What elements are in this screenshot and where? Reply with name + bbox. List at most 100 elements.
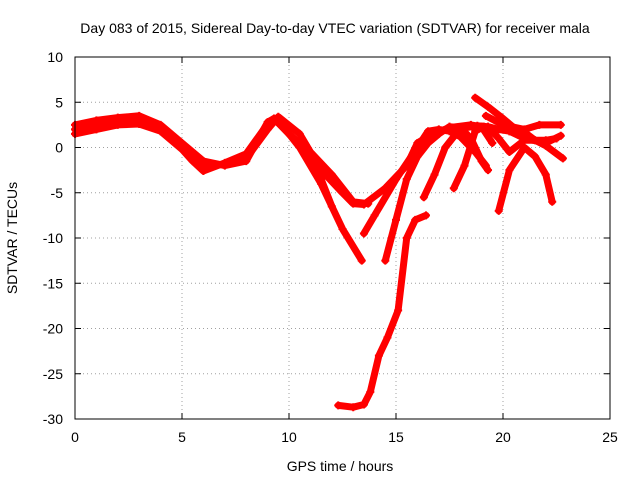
data-point-marker	[295, 138, 304, 147]
axis-ticks	[74, 56, 611, 420]
data-point-marker	[541, 170, 550, 179]
grid-lines	[75, 57, 610, 419]
data-point-marker	[220, 158, 229, 167]
data-point-marker	[494, 134, 503, 143]
data-point-marker	[359, 229, 368, 238]
data-point-marker	[541, 138, 550, 147]
data-point-marker	[113, 120, 122, 129]
data-point-marker	[392, 215, 400, 224]
data-point-marker	[413, 152, 422, 161]
data-point-marker	[338, 224, 347, 233]
data-point-marker	[402, 234, 411, 242]
data-point-marker	[479, 122, 488, 131]
data-point-marker	[392, 175, 400, 184]
data-point-marker	[270, 114, 279, 123]
data-point-marker	[556, 131, 565, 140]
data-point-marker	[263, 119, 272, 128]
tick-labels: 0 5 10 15 20 25 10 5 0 -5 -10 -15 -20 -25 -30	[43, 49, 618, 445]
data-point-marker	[349, 199, 358, 208]
data-point-marker	[531, 152, 540, 161]
data-point-marker	[488, 138, 497, 147]
series-track-7	[334, 211, 430, 411]
data-point-marker	[359, 200, 368, 209]
data-point-marker	[178, 145, 186, 154]
data-point-marker	[494, 125, 503, 134]
data-point-marker	[460, 161, 469, 170]
data-point-marker	[430, 170, 439, 179]
data-point-marker	[449, 184, 458, 193]
data-point-marker	[445, 122, 454, 131]
data-point-marker	[338, 188, 347, 197]
series-track-3	[71, 116, 366, 265]
data-point-marker	[188, 157, 197, 166]
data-point-marker	[419, 193, 428, 202]
y-tick-label: 10	[47, 49, 63, 65]
x-tick-label: 0	[71, 429, 79, 445]
data-point-marker	[402, 175, 411, 184]
data-point-marker	[394, 306, 403, 315]
data-point-marker	[285, 129, 293, 138]
chart-title: Day 083 of 2015, Sidereal Day-to-day VTE…	[80, 20, 590, 36]
data-point-marker	[92, 125, 101, 134]
y-axis-label: SDTVAR / TECUs	[4, 182, 20, 294]
data-point-marker	[535, 120, 544, 129]
data-point-marker	[499, 120, 507, 129]
y-tick-label: -20	[43, 321, 63, 337]
data-point-marker	[451, 129, 460, 138]
y-tick-label: 5	[55, 94, 63, 110]
x-tick-label: 25	[602, 429, 618, 445]
y-tick-label: -25	[43, 366, 63, 382]
data-point-marker	[383, 333, 392, 342]
data-point-marker	[317, 179, 326, 188]
data-point-marker	[548, 197, 557, 206]
y-tick-label: -15	[43, 275, 63, 291]
data-point-marker	[471, 93, 480, 102]
data-point-marker	[520, 125, 529, 134]
series-track-13	[505, 127, 565, 147]
x-tick-label: 20	[495, 429, 511, 445]
data-point-marker	[334, 401, 343, 410]
data-point-marker	[295, 129, 304, 138]
data-point-marker	[520, 134, 529, 143]
data-point-marker	[477, 157, 486, 166]
data-point-marker	[413, 143, 422, 152]
data-point-marker	[486, 125, 495, 134]
data-point-marker	[505, 148, 514, 157]
data-point-marker	[381, 256, 390, 265]
data-point-marker	[462, 123, 471, 132]
x-tick-label: 10	[281, 429, 297, 445]
data-point-marker	[135, 119, 144, 128]
data-point-marker	[481, 111, 490, 120]
data-point-marker	[374, 351, 383, 360]
data-point-marker	[349, 403, 358, 412]
data-point-marker	[411, 215, 420, 224]
data-point-marker	[558, 154, 567, 163]
data-point-marker	[424, 138, 433, 147]
data-series	[71, 93, 567, 412]
data-point-marker	[484, 102, 493, 111]
series-track-8	[420, 122, 522, 201]
y-tick-label: -5	[51, 185, 64, 201]
data-point-marker	[484, 166, 493, 175]
data-point-marker	[494, 206, 503, 215]
data-point-marker	[156, 127, 165, 136]
y-tick-label: 0	[55, 140, 63, 156]
data-point-marker	[520, 143, 529, 152]
data-point-marker	[366, 387, 375, 396]
data-point-marker	[357, 256, 366, 265]
data-point-marker	[199, 167, 208, 176]
y-tick-label: -10	[43, 230, 63, 246]
data-point-marker	[242, 149, 251, 158]
x-axis-label: GPS time / hours	[287, 458, 394, 474]
data-point-marker	[441, 143, 450, 152]
data-point-marker	[556, 120, 565, 129]
data-point-marker	[370, 211, 379, 220]
data-point-marker	[421, 211, 430, 220]
data-point-marker	[434, 129, 443, 138]
data-point-marker	[317, 166, 326, 175]
y-tick-label: -30	[43, 411, 63, 427]
data-point-marker	[505, 166, 514, 175]
x-tick-label: 15	[388, 429, 404, 445]
x-tick-label: 5	[178, 429, 186, 445]
